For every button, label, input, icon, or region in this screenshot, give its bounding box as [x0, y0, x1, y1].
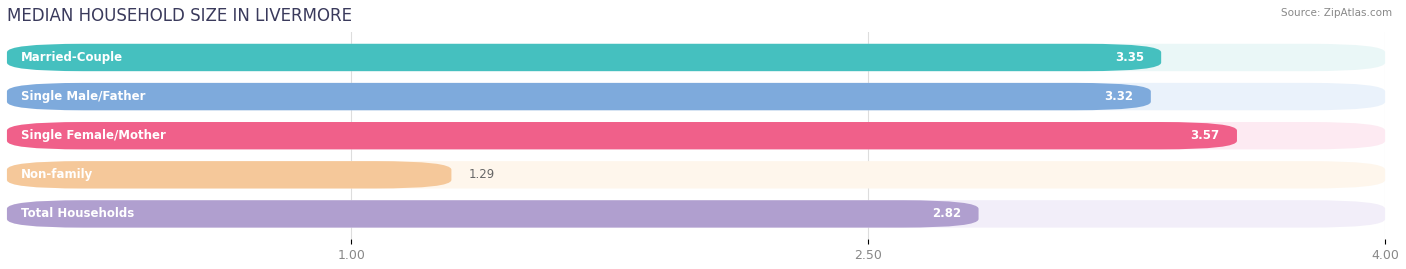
Text: 3.57: 3.57	[1191, 129, 1220, 142]
Text: 2.82: 2.82	[932, 207, 962, 220]
FancyBboxPatch shape	[7, 122, 1385, 149]
Text: Single Female/Mother: Single Female/Mother	[21, 129, 166, 142]
FancyBboxPatch shape	[7, 44, 1161, 71]
Text: Single Male/Father: Single Male/Father	[21, 90, 145, 103]
Text: Source: ZipAtlas.com: Source: ZipAtlas.com	[1281, 8, 1392, 18]
FancyBboxPatch shape	[7, 83, 1152, 110]
FancyBboxPatch shape	[7, 83, 1385, 110]
Text: 3.32: 3.32	[1105, 90, 1133, 103]
Text: Non-family: Non-family	[21, 168, 93, 181]
FancyBboxPatch shape	[7, 161, 1385, 189]
FancyBboxPatch shape	[7, 161, 451, 189]
Text: Married-Couple: Married-Couple	[21, 51, 122, 64]
FancyBboxPatch shape	[7, 200, 1385, 228]
Text: MEDIAN HOUSEHOLD SIZE IN LIVERMORE: MEDIAN HOUSEHOLD SIZE IN LIVERMORE	[7, 7, 351, 25]
FancyBboxPatch shape	[7, 44, 1385, 71]
FancyBboxPatch shape	[7, 200, 979, 228]
Text: 1.29: 1.29	[468, 168, 495, 181]
FancyBboxPatch shape	[7, 122, 1237, 149]
Text: 3.35: 3.35	[1115, 51, 1144, 64]
Text: Total Households: Total Households	[21, 207, 134, 220]
